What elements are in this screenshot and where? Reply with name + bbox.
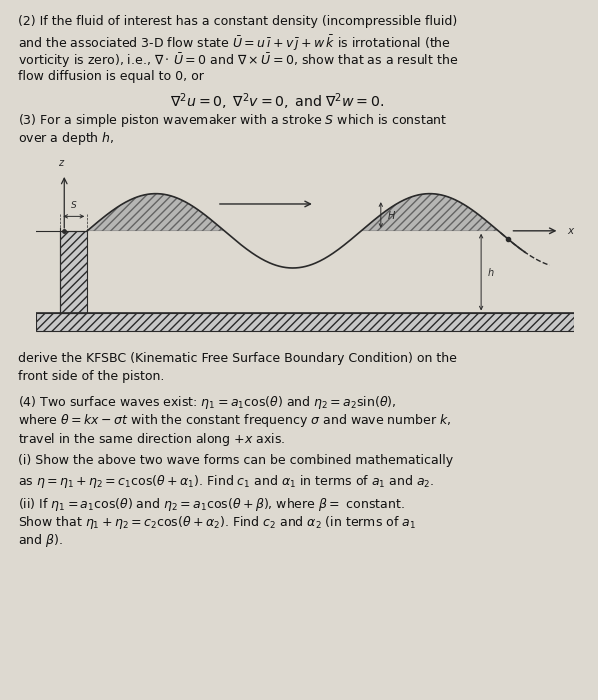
Text: $h$: $h$ bbox=[487, 266, 495, 278]
Text: (i) Show the above two wave forms can be combined mathematically: (i) Show the above two wave forms can be… bbox=[18, 454, 453, 468]
Text: $\nabla^2 u=0,\;\nabla^2 v=0,\;\text{and}\;\nabla^2 w=0.$: $\nabla^2 u=0,\;\nabla^2 v=0,\;\text{and… bbox=[170, 92, 385, 112]
Text: over a depth $h$,: over a depth $h$, bbox=[18, 130, 114, 147]
Text: front side of the piston.: front side of the piston. bbox=[18, 370, 164, 384]
Bar bbox=[36, 314, 574, 332]
Text: as $\eta = \eta_1 + \eta_2 = c_1\cos(\theta + \alpha_1)$. Find $c_1$ and $\alpha: as $\eta = \eta_1 + \eta_2 = c_1\cos(\th… bbox=[18, 473, 434, 489]
Text: where $\theta = kx - \sigma t$ with the constant frequency $\sigma$ and wave num: where $\theta = kx - \sigma t$ with the … bbox=[18, 412, 451, 429]
Text: derive the KFSBC (Kinematic Free Surface Boundary Condition) on the: derive the KFSBC (Kinematic Free Surface… bbox=[18, 352, 457, 365]
Text: $H$: $H$ bbox=[387, 209, 396, 221]
Text: $x$: $x$ bbox=[567, 226, 575, 236]
Text: and $\beta$).: and $\beta$). bbox=[18, 532, 63, 549]
Text: $z$: $z$ bbox=[57, 158, 65, 168]
Text: and the associated 3-D flow state $\bar{U}=u\,\bar{\imath}+v\,\bar{\jmath}+w\,\b: and the associated 3-D flow state $\bar{… bbox=[18, 34, 451, 53]
Bar bbox=[60, 231, 87, 314]
Text: (4) Two surface waves exist: $\eta_1 = a_1\cos(\theta)$ and $\eta_2 = a_2\sin(\t: (4) Two surface waves exist: $\eta_1 = a… bbox=[18, 394, 396, 411]
Text: (3) For a simple piston wavemaker with a stroke $S$ which is constant: (3) For a simple piston wavemaker with a… bbox=[18, 112, 447, 129]
Text: travel in the same direction along +$x$ axis.: travel in the same direction along +$x$ … bbox=[18, 430, 285, 447]
Text: Show that $\eta_1 + \eta_2 = c_2\cos(\theta + \alpha_2)$. Find $c_2$ and $\alpha: Show that $\eta_1 + \eta_2 = c_2\cos(\th… bbox=[18, 514, 416, 531]
Text: flow diffusion is equal to 0, or: flow diffusion is equal to 0, or bbox=[18, 70, 204, 83]
Text: $S$: $S$ bbox=[70, 199, 78, 210]
Text: (ii) If $\eta_1 = a_1\cos(\theta)$ and $\eta_2 = a_1\cos(\theta + \beta)$, where: (ii) If $\eta_1 = a_1\cos(\theta)$ and $… bbox=[18, 496, 405, 512]
Text: (2) If the fluid of interest has a constant density (incompressible fluid): (2) If the fluid of interest has a const… bbox=[18, 15, 457, 29]
Text: vorticity is zero), i.e., $\nabla \cdot\, \bar{U}=0$ and $\nabla \times \bar{U}=: vorticity is zero), i.e., $\nabla \cdot\… bbox=[18, 52, 458, 70]
